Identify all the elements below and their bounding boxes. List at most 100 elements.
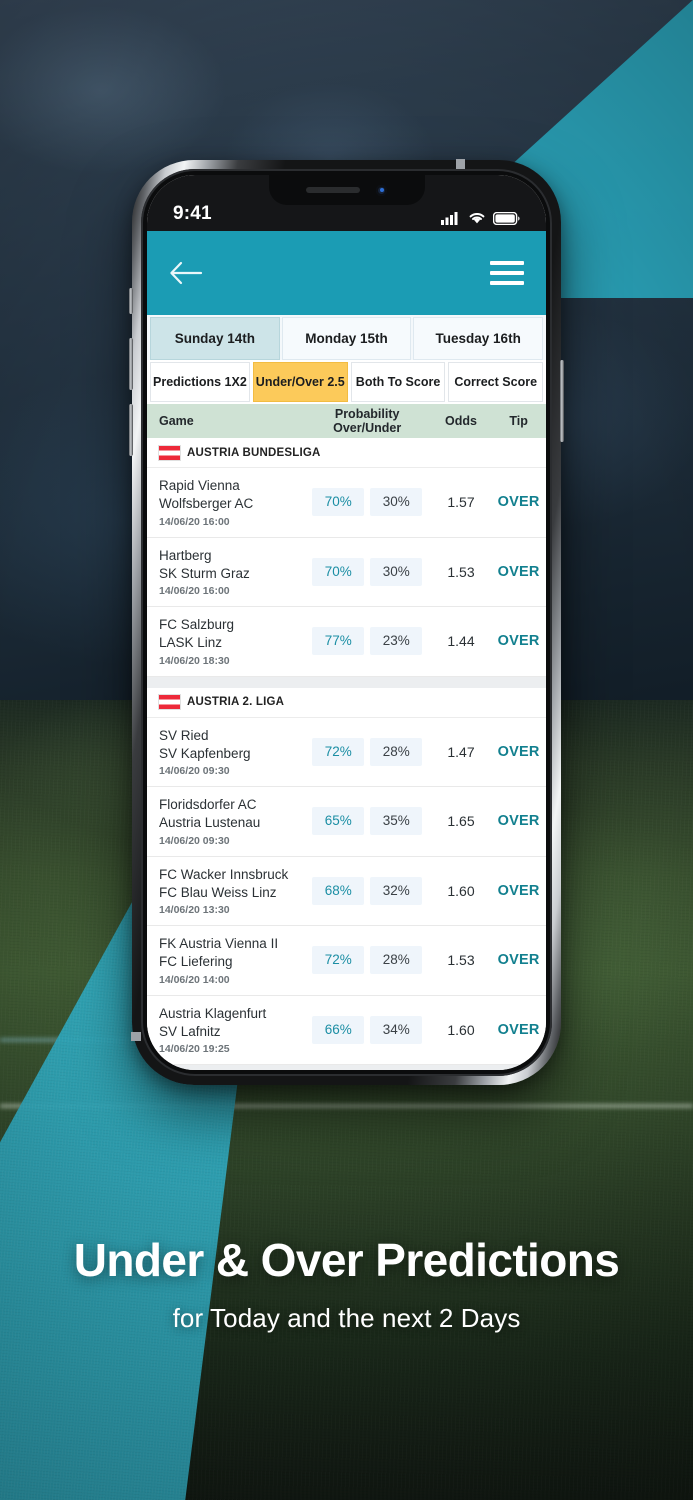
austria-flag-icon	[159, 695, 180, 710]
home-team: FC Salzburg	[159, 617, 235, 633]
power-button[interactable]	[560, 360, 564, 442]
column-header-tip: Tip	[509, 414, 528, 428]
tip-value: OVER	[497, 882, 540, 899]
home-team: Austria Klagenfurt	[159, 1005, 267, 1021]
match-row[interactable]: Austria Klagenfurt SV Lafnitz 14/06/20 19:…	[147, 995, 546, 1066]
match-teams: Hartberg SK Sturm Graz 14/06/20 16:00	[147, 538, 304, 607]
probability-under: 30%	[370, 557, 423, 586]
odds-value: 1.57	[447, 494, 475, 511]
hamburger-menu-icon[interactable]	[490, 261, 524, 285]
match-list[interactable]: AUSTRIA BUNDESLIGA Rapid Vienna Wolfsberge…	[147, 438, 546, 1070]
tab-correct-score[interactable]: Correct Score	[448, 362, 544, 402]
odds-value: 1.60	[447, 882, 475, 899]
probability-under: 28%	[370, 946, 423, 975]
earpiece-speaker	[306, 187, 360, 193]
probability-cell: 70% 30%	[304, 557, 431, 586]
away-team: FC Blau Weiss Linz	[159, 884, 277, 900]
day-tab-tuesday[interactable]: Tuesday 16th	[413, 317, 544, 360]
tab-predictions-1x2[interactable]: Predictions 1X2	[150, 362, 250, 402]
probability-over: 65%	[312, 807, 365, 836]
silent-switch[interactable]	[129, 288, 133, 314]
home-team: Rapid Vienna	[159, 478, 240, 493]
promo-title: Under & Over Predictions	[73, 1234, 620, 1286]
away-team: SV Kapfenberg	[159, 745, 251, 761]
antenna-band-left	[131, 1032, 141, 1041]
away-team: SV Lafnitz	[159, 1023, 221, 1039]
match-row[interactable]: SV Ried SV Kapfenberg 14/06/20 09:30 72% 28%…	[147, 717, 546, 788]
league-header[interactable]: AUSTRIA BUNDESLIGA	[147, 438, 546, 468]
tip-value: OVER	[497, 494, 540, 511]
tip-value: OVER	[497, 813, 540, 830]
home-team: FK Austria Vienna II	[159, 936, 279, 952]
austria-flag-icon	[159, 445, 180, 460]
probability-over: 77%	[312, 627, 365, 656]
status-icons	[441, 211, 520, 225]
kickoff-time: 14/06/20 19:25	[159, 1043, 230, 1056]
column-header-game: Game	[159, 414, 194, 428]
match-row[interactable]: FC Salzburg LASK Linz 14/06/20 18:30 77% 23%…	[147, 607, 546, 677]
phone-mockup: 9:41	[129, 159, 564, 1085]
away-team: FC Liefering	[159, 954, 233, 970]
wifi-icon	[469, 212, 485, 224]
app-header	[147, 231, 546, 315]
back-arrow-icon[interactable]	[169, 260, 203, 286]
day-tab-bar: Sunday 14th Monday 15th Tuesday 16th	[147, 315, 546, 360]
market-tab-bar: Predictions 1X2 Under/Over 2.5 Both To S…	[147, 360, 546, 404]
front-camera-icon	[376, 184, 387, 196]
day-tab-sunday[interactable]: Sunday 14th	[150, 317, 280, 360]
phone-screen: 9:41	[147, 175, 546, 1070]
table-header-row: Game Probability Over/Under Odds Tip	[147, 404, 546, 438]
probability-over: 66%	[312, 1015, 365, 1044]
match-teams: FC Salzburg LASK Linz 14/06/20 18:30	[147, 607, 304, 676]
kickoff-time: 14/06/20 09:30	[159, 765, 230, 778]
match-row[interactable]: Hartberg SK Sturm Graz 14/06/20 16:00 70% 30…	[147, 537, 546, 608]
probability-under: 35%	[370, 807, 423, 836]
probability-cell: 66% 34%	[304, 1015, 431, 1044]
tab-under-over-25[interactable]: Under/Over 2.5	[252, 362, 348, 402]
home-team: FC Wacker Innsbruck	[159, 866, 289, 882]
away-team: Austria Lustenau	[159, 815, 261, 831]
probability-cell: 68% 32%	[304, 876, 431, 905]
probability-over: 70%	[312, 488, 365, 517]
column-header-odds: Odds	[445, 414, 477, 428]
tip-value: OVER	[497, 563, 540, 580]
tip-value: OVER	[497, 952, 540, 969]
promo-caption: Under & Over Predictions for Today and t…	[0, 1236, 693, 1334]
match-row[interactable]: FK Austria Vienna II FC Liefering 14/06/20…	[147, 926, 546, 996]
probability-cell: 72% 28%	[304, 946, 431, 975]
tab-both-to-score[interactable]: Both To Score	[350, 362, 446, 402]
match-row[interactable]: Rapid Vienna Wolfsberger AC 14/06/20 16:00…	[147, 468, 546, 538]
match-teams: SV Ried SV Kapfenberg 14/06/20 09:30	[147, 718, 304, 787]
match-teams: Rapid Vienna Wolfsberger AC 14/06/20 16:00	[147, 468, 304, 537]
probability-over: 72%	[312, 946, 365, 975]
probability-over: 70%	[312, 557, 365, 586]
probability-under: 32%	[370, 876, 423, 905]
probability-under: 23%	[370, 627, 423, 656]
kickoff-time: 14/06/20 14:00	[159, 973, 230, 986]
tip-value: OVER	[497, 633, 540, 650]
kickoff-time: 14/06/20 09:30	[159, 834, 230, 847]
notch	[268, 175, 425, 205]
probability-cell: 72% 28%	[304, 737, 431, 766]
odds-value: 1.47	[447, 743, 475, 760]
status-clock: 9:41	[173, 203, 212, 224]
kickoff-time: 14/06/20 16:00	[159, 585, 230, 598]
kickoff-time: 14/06/20 13:30	[159, 904, 230, 917]
home-team: Floridsdorfer AC	[159, 797, 257, 813]
probability-cell: 77% 23%	[304, 627, 431, 656]
battery-icon	[493, 211, 520, 225]
volume-up-button[interactable]	[129, 338, 133, 390]
match-row[interactable]: FC Wacker Innsbruck FC Blau Weiss Linz 14/…	[147, 856, 546, 927]
promo-subtitle: for Today and the next 2 Days	[172, 1302, 521, 1333]
column-header-probability: Probability Over/Under	[333, 407, 402, 435]
phone-bezel: 9:41	[141, 169, 552, 1076]
match-row[interactable]: Floridsdorfer AC Austria Lustenau 14/06/20…	[147, 787, 546, 857]
day-tab-monday[interactable]: Monday 15th	[281, 317, 412, 360]
volume-down-button[interactable]	[129, 404, 133, 456]
match-teams: FK Austria Vienna II FC Liefering 14/06/20…	[147, 926, 304, 995]
match-teams: Floridsdorfer AC Austria Lustenau 14/06/20…	[147, 787, 304, 856]
odds-value: 1.53	[447, 563, 475, 580]
probability-over: 68%	[312, 876, 365, 905]
probability-cell: 70% 30%	[304, 488, 431, 517]
league-header[interactable]: AUSTRIA 2. LIGA	[147, 687, 546, 718]
